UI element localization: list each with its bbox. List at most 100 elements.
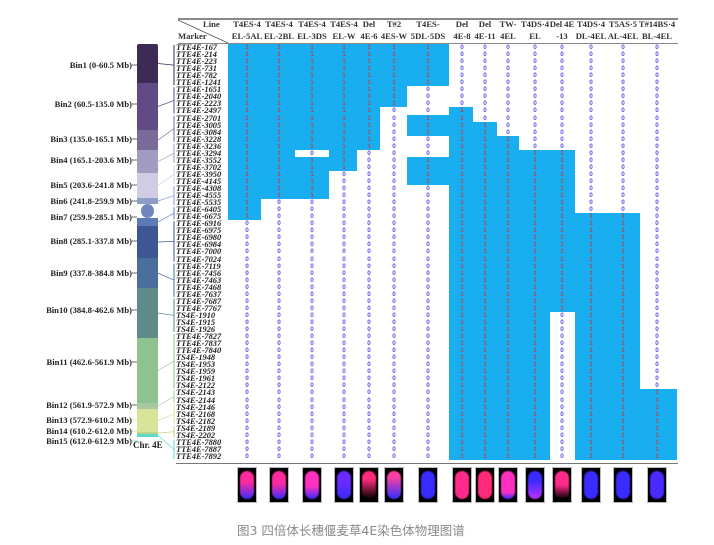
call-absent: 0 xyxy=(245,410,249,418)
call-present: 1 xyxy=(533,368,537,376)
call-absent: 0 xyxy=(506,114,510,122)
marker-label: TS4E-2202 xyxy=(176,430,216,440)
call-absent: 0 xyxy=(342,290,346,298)
call-absent: 0 xyxy=(426,403,430,411)
call-absent: 0 xyxy=(426,304,430,312)
call-absent: 0 xyxy=(367,163,371,171)
call-absent: 0 xyxy=(621,114,625,122)
call-absent: 0 xyxy=(483,44,487,51)
call-absent: 0 xyxy=(621,121,625,129)
call-present: 1 xyxy=(483,156,487,164)
call-absent: 0 xyxy=(655,347,659,355)
call-absent: 0 xyxy=(277,311,281,319)
call-present: 1 xyxy=(277,72,281,80)
bin-connector xyxy=(157,195,175,202)
chromosome-signal xyxy=(387,471,401,499)
call-absent: 0 xyxy=(426,347,430,355)
present-block xyxy=(228,44,261,221)
call-absent: 0 xyxy=(589,44,593,51)
call-present: 1 xyxy=(506,304,510,312)
call-present: 1 xyxy=(483,354,487,362)
bin-label: Bin12 (561.9-572.9 Mb) xyxy=(46,400,132,410)
call-absent: 0 xyxy=(392,135,396,143)
call-absent: 0 xyxy=(655,93,659,101)
call-absent: 0 xyxy=(367,424,371,432)
call-present: 1 xyxy=(506,269,510,277)
chromosome-bin xyxy=(137,432,158,434)
call-absent: 0 xyxy=(277,276,281,284)
call-absent: 0 xyxy=(655,149,659,157)
call-absent: 0 xyxy=(342,199,346,207)
call-present: 1 xyxy=(277,121,281,129)
call-absent: 0 xyxy=(342,438,346,446)
chromosome-bin xyxy=(137,338,158,403)
call-present: 1 xyxy=(460,333,464,341)
header-line-label: Line xyxy=(203,19,220,29)
call-present: 1 xyxy=(506,361,510,369)
call-absent: 0 xyxy=(245,403,249,411)
call-absent: 0 xyxy=(277,424,281,432)
call-absent: 0 xyxy=(560,79,564,87)
call-absent: 0 xyxy=(392,163,396,171)
marker-label: TTE4E-6980 xyxy=(176,233,222,243)
call-absent: 0 xyxy=(342,241,346,249)
call-present: 1 xyxy=(506,227,510,235)
call-present: 1 xyxy=(589,347,593,355)
call-absent: 0 xyxy=(533,93,537,101)
call-present: 1 xyxy=(367,121,371,129)
call-present: 1 xyxy=(367,51,371,59)
call-absent: 0 xyxy=(310,382,314,390)
call-present: 1 xyxy=(483,311,487,319)
call-present: 1 xyxy=(506,340,510,348)
call-absent: 0 xyxy=(655,79,659,87)
fish-chromosome-image xyxy=(452,467,472,503)
call-present: 1 xyxy=(533,382,537,390)
call-absent: 0 xyxy=(310,318,314,326)
call-absent: 0 xyxy=(367,361,371,369)
bin-label: Bin10 (384.8-462.6 Mb) xyxy=(46,305,132,315)
fish-chromosome-image xyxy=(418,467,438,503)
call-absent: 0 xyxy=(245,283,249,291)
call-present: 1 xyxy=(460,304,464,312)
call-present: 1 xyxy=(483,206,487,214)
call-present: 1 xyxy=(483,262,487,270)
call-present: 1 xyxy=(426,114,430,122)
call-absent: 0 xyxy=(483,79,487,87)
call-absent: 0 xyxy=(560,396,564,404)
call-present: 1 xyxy=(533,248,537,256)
call-present: 1 xyxy=(310,65,314,73)
call-absent: 0 xyxy=(342,192,346,200)
call-present: 1 xyxy=(506,438,510,446)
present-block xyxy=(357,44,380,150)
call-absent: 0 xyxy=(342,262,346,270)
call-absent: 0 xyxy=(342,417,346,425)
line-header: T4ES·4 xyxy=(265,19,293,29)
present-block xyxy=(329,44,357,171)
chromosome-bin xyxy=(137,44,158,83)
call-present: 1 xyxy=(460,389,464,397)
marker-label: TTE4E-2040 xyxy=(176,92,222,102)
call-present: 1 xyxy=(621,375,625,383)
call-absent: 0 xyxy=(655,44,659,51)
call-present: 1 xyxy=(245,58,249,66)
call-present: 1 xyxy=(506,255,510,263)
call-present: 1 xyxy=(342,58,346,66)
call-absent: 0 xyxy=(310,445,314,453)
call-absent: 0 xyxy=(426,107,430,115)
call-present: 1 xyxy=(460,114,464,122)
call-absent: 0 xyxy=(392,192,396,200)
line-header: EL-3DS xyxy=(297,31,327,41)
call-absent: 0 xyxy=(589,199,593,207)
call-absent: 0 xyxy=(367,452,371,460)
call-present: 1 xyxy=(310,79,314,87)
marker-label: TTE4E-7000 xyxy=(176,247,222,257)
call-absent: 0 xyxy=(310,213,314,221)
call-absent: 0 xyxy=(367,354,371,362)
call-present: 1 xyxy=(342,163,346,171)
call-present: 1 xyxy=(310,107,314,115)
call-absent: 0 xyxy=(342,206,346,214)
call-present: 1 xyxy=(560,163,564,171)
bin-label: Bin14 (610.2-612.0 Mb) xyxy=(46,426,132,436)
call-absent: 0 xyxy=(533,79,537,87)
call-present: 1 xyxy=(506,234,510,242)
